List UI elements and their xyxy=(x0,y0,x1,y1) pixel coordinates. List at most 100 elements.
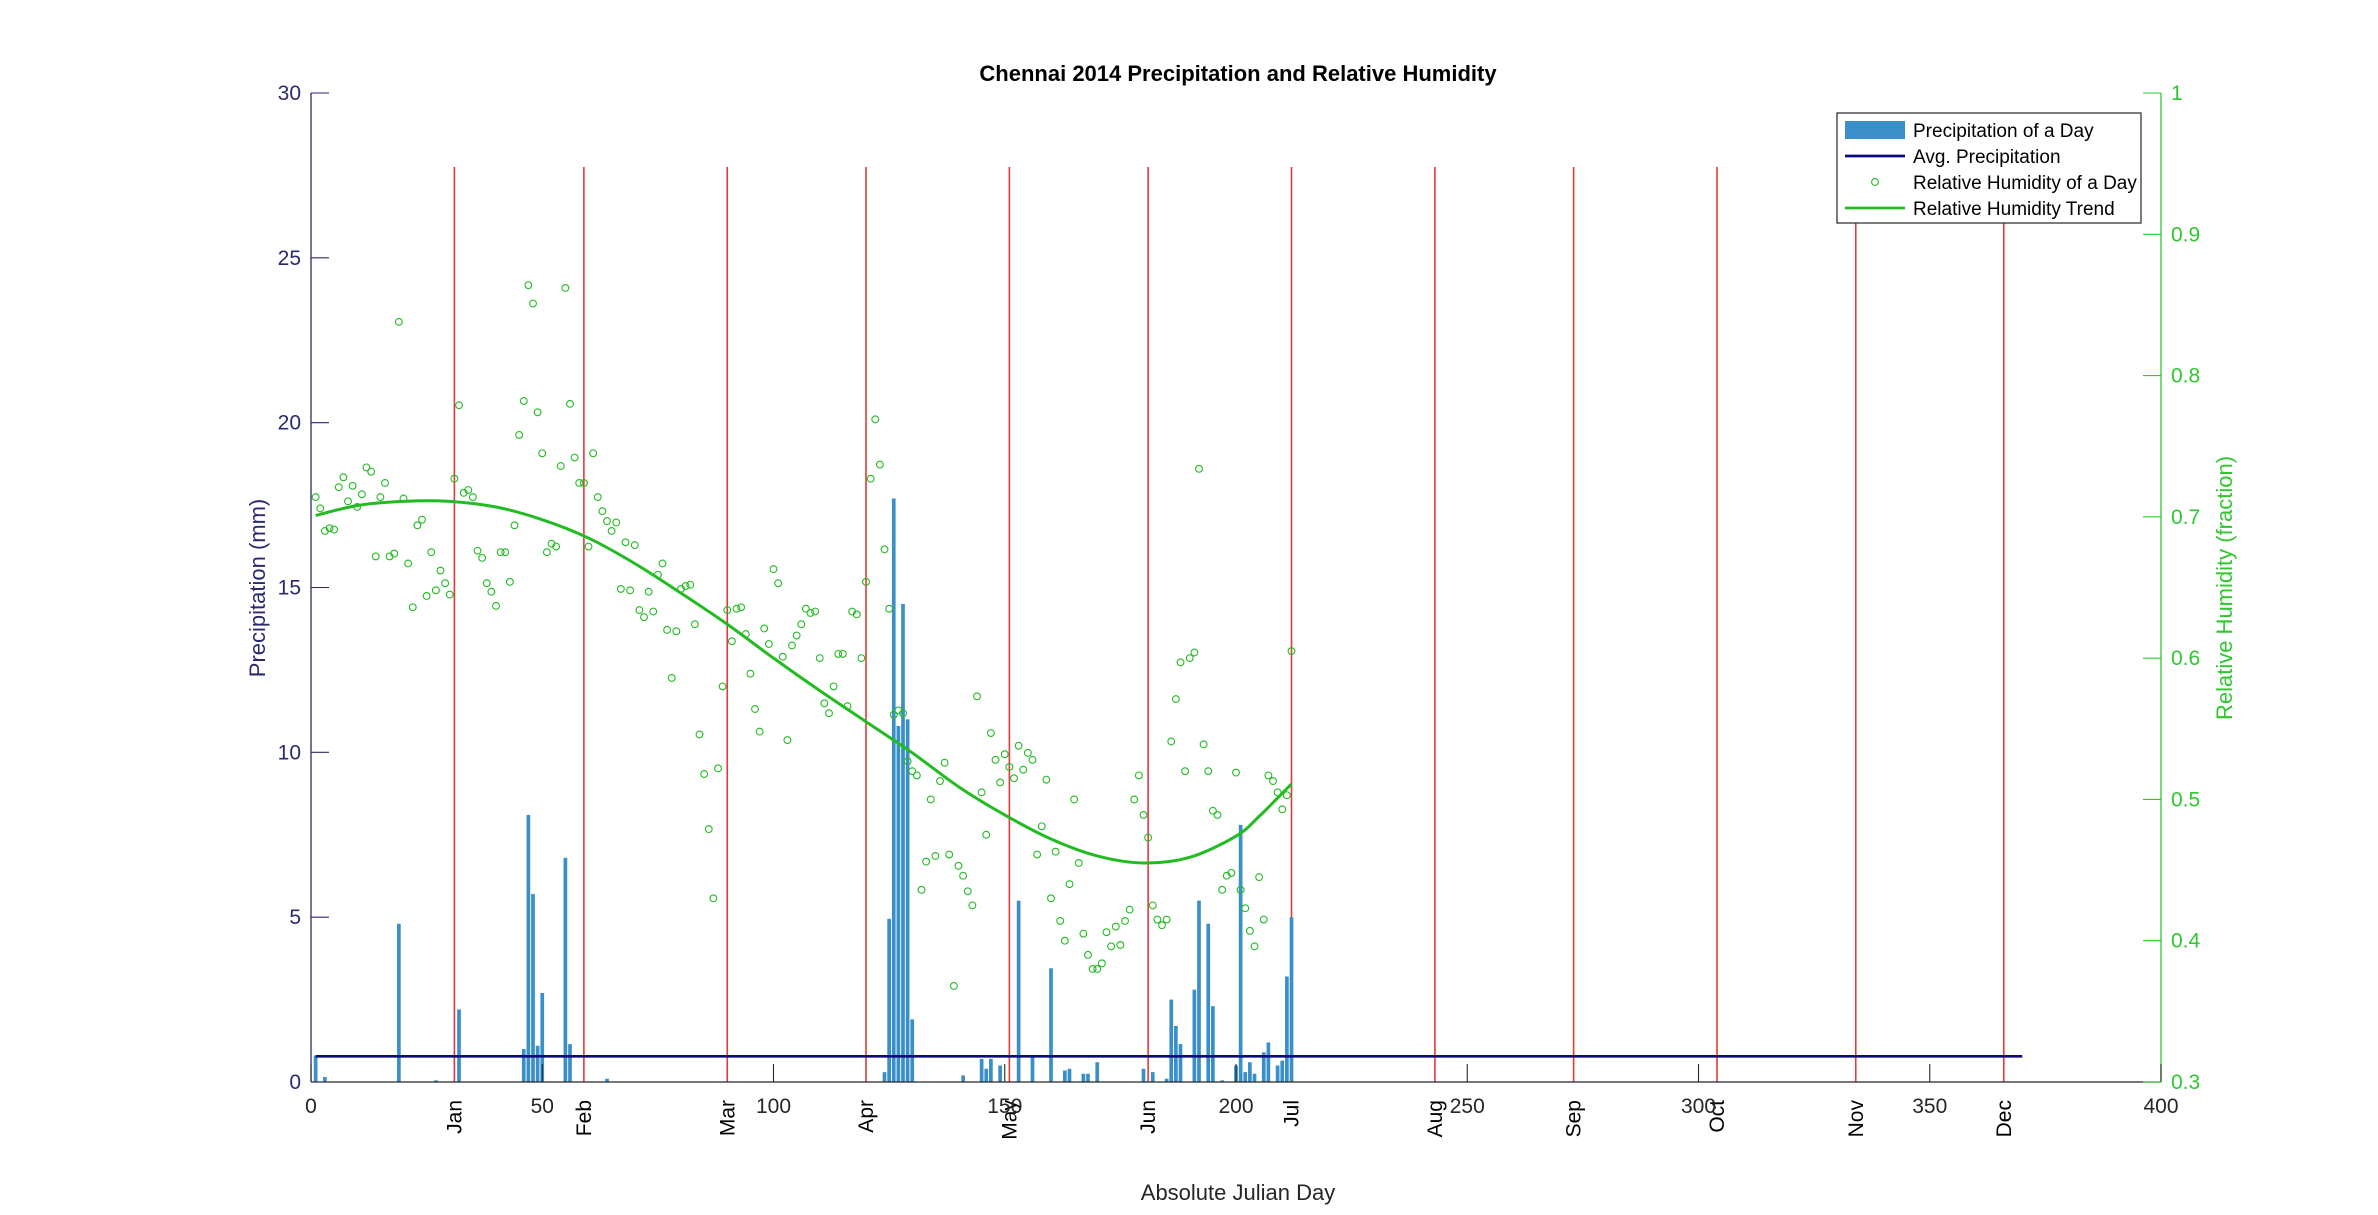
humidity-point xyxy=(579,478,588,487)
y-tick-label-left: 0 xyxy=(289,1071,301,1094)
x-axis-label: Absolute Julian Day xyxy=(1141,1180,1335,1205)
month-label: Oct xyxy=(1706,1100,1729,1133)
precipitation-bar xyxy=(1248,1062,1252,1082)
y-tick-label-right: 0.8 xyxy=(2171,365,2200,388)
humidity-point xyxy=(427,548,436,557)
precipitation-bar xyxy=(1030,1055,1035,1082)
humidity-point xyxy=(325,524,334,533)
y-tick-label-left: 25 xyxy=(278,247,301,270)
humidity-point xyxy=(1167,737,1176,746)
humidity-point xyxy=(1171,695,1180,704)
humidity-point xyxy=(1005,762,1014,771)
month-label: Jun xyxy=(1137,1100,1160,1134)
month-label: Nov xyxy=(1845,1100,1868,1138)
humidity-point xyxy=(455,401,463,410)
humidity-point xyxy=(1042,775,1051,784)
humidity-trend-path xyxy=(315,499,1293,865)
humidity-point xyxy=(1208,806,1217,815)
humidity-point xyxy=(885,604,894,613)
humidity-point xyxy=(690,620,699,629)
humidity-point xyxy=(811,607,820,616)
humidity-point xyxy=(945,850,954,859)
precipitation-bar xyxy=(540,992,545,1082)
humidity-point xyxy=(1010,774,1018,783)
month-label: Apr xyxy=(855,1100,878,1133)
humidity-point xyxy=(700,770,709,778)
humidity-point xyxy=(311,493,320,502)
humidity-point xyxy=(783,736,792,745)
month-label: Sep xyxy=(1563,1100,1586,1137)
humidity-point xyxy=(764,640,773,648)
humidity-point xyxy=(926,795,935,804)
humidity-point xyxy=(612,518,621,527)
precipitation-bar xyxy=(1285,976,1289,1082)
humidity-point xyxy=(778,652,787,661)
humidity-point xyxy=(1028,755,1037,764)
humidity-point xyxy=(1269,777,1277,786)
precipitation-bar xyxy=(457,1009,461,1082)
humidity-point xyxy=(857,654,866,663)
humidity-point xyxy=(603,517,611,526)
humidity-point xyxy=(529,299,537,308)
humidity-point xyxy=(1070,795,1079,804)
humidity-point xyxy=(1153,915,1162,924)
humidity-point xyxy=(663,625,672,634)
humidity-point xyxy=(737,603,746,612)
humidity-point xyxy=(1195,464,1203,473)
humidity-point xyxy=(704,825,713,834)
humidity-point xyxy=(330,525,339,534)
humidity-point xyxy=(709,894,718,903)
precipitation-bar xyxy=(887,918,891,1082)
humidity-point xyxy=(501,548,510,557)
humidity-point xyxy=(1088,965,1097,973)
precipitation-bar xyxy=(313,1055,318,1082)
humidity-point xyxy=(584,542,593,551)
humidity-point xyxy=(667,673,676,682)
humidity-point xyxy=(658,559,667,568)
humidity-point xyxy=(1019,765,1028,774)
precipitation-bar xyxy=(1220,1080,1224,1082)
humidity-point xyxy=(1162,915,1171,924)
month-label: Jan xyxy=(443,1100,466,1134)
humidity-point xyxy=(408,603,417,612)
precipitation-bar xyxy=(1141,1068,1146,1082)
precipitation-bar xyxy=(1081,1073,1086,1082)
precipitation-bar xyxy=(989,1058,993,1082)
y-tick-label-left: 20 xyxy=(278,412,301,435)
humidity-point xyxy=(991,755,1000,764)
humidity-point xyxy=(1121,916,1129,925)
precipitation-bar xyxy=(1164,1078,1169,1082)
humidity-point xyxy=(672,627,681,636)
humidity-point xyxy=(954,861,963,870)
month-label: Aug xyxy=(1424,1100,1447,1137)
humidity-point xyxy=(912,771,921,780)
humidity-point xyxy=(496,548,505,557)
x-tick-label: 50 xyxy=(531,1095,554,1118)
humidity-point xyxy=(630,541,639,550)
y-tick-label-right: 0.4 xyxy=(2171,930,2201,953)
humidity-point xyxy=(1000,750,1009,759)
month-label: Jul xyxy=(1281,1100,1304,1127)
y-tick-label-left: 30 xyxy=(278,82,301,105)
precipitation-bar xyxy=(1063,1070,1067,1082)
month-label: Dec xyxy=(1993,1100,2016,1137)
humidity-point xyxy=(903,757,912,766)
humidity-point xyxy=(973,692,981,701)
legend-swatch-bar xyxy=(1845,121,1905,139)
humidity-point xyxy=(418,515,426,524)
humidity-point xyxy=(1218,885,1227,894)
precipitation-bar xyxy=(1211,1006,1215,1082)
humidity-point xyxy=(492,601,500,610)
precipitation-bar xyxy=(1261,1052,1266,1082)
humidity-point xyxy=(1282,791,1291,800)
humidity-point xyxy=(1116,941,1125,949)
humidity-point xyxy=(524,281,533,290)
x-tick-label: 250 xyxy=(1450,1095,1485,1118)
precipitation-bar xyxy=(905,719,910,1082)
precipitation-bar xyxy=(1192,989,1197,1082)
humidity-point xyxy=(936,777,944,786)
humidity-point xyxy=(644,587,653,596)
precipitation-bar xyxy=(896,725,901,1082)
humidity-point xyxy=(598,507,607,516)
humidity-point xyxy=(760,624,769,633)
